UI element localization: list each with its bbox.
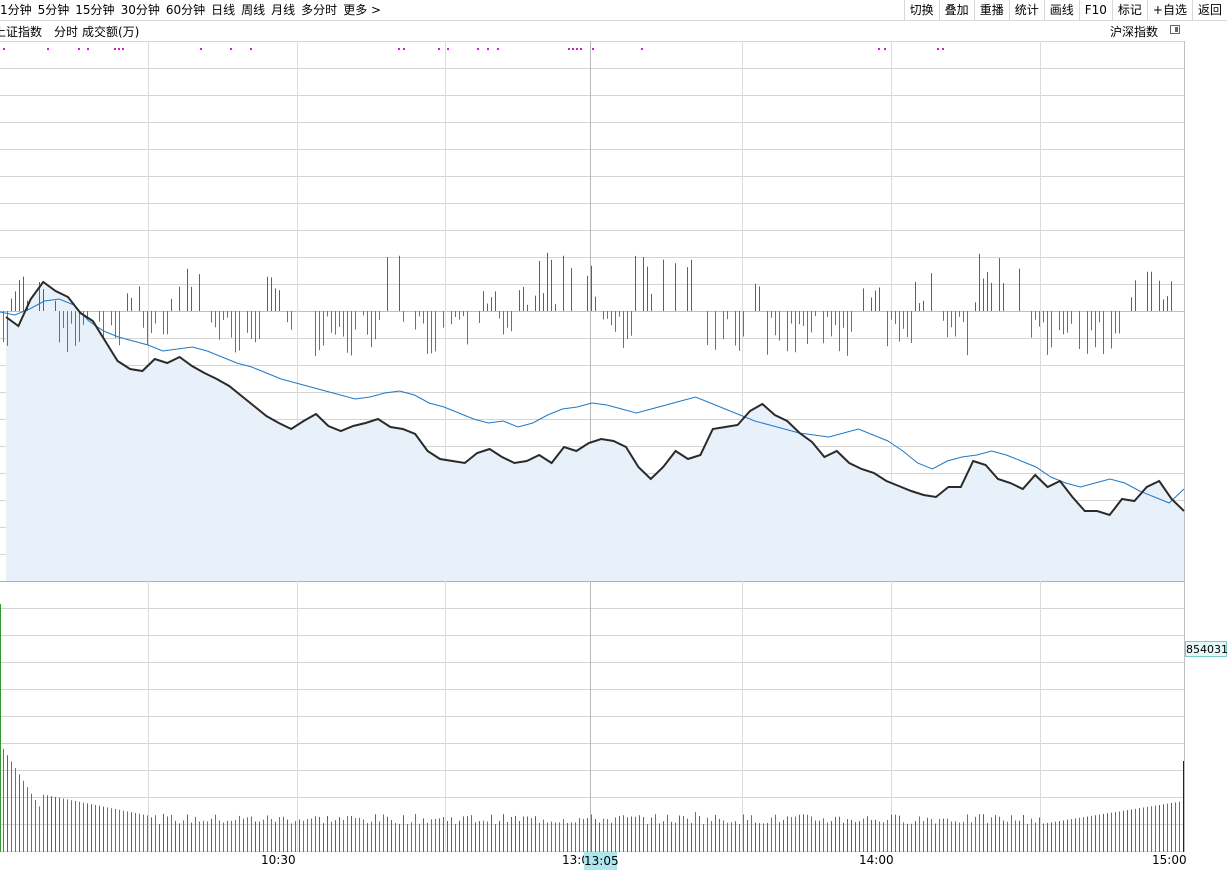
signal-dot: [576, 48, 578, 50]
signal-dots: [3, 48, 944, 50]
signal-dot: [122, 48, 124, 50]
replay-button[interactable]: 重播: [973, 0, 1009, 20]
draw-button[interactable]: 画线: [1043, 0, 1079, 20]
index-name: 上证指数: [0, 25, 43, 39]
signal-dot: [568, 48, 570, 50]
change-bars: [3, 252, 1172, 357]
signal-dot: [641, 48, 643, 50]
signal-dot: [250, 48, 252, 50]
tab-multi-period[interactable]: 多分时: [301, 3, 338, 17]
tab-weekly[interactable]: 周线: [241, 3, 266, 17]
chart-mode: 分时: [54, 25, 79, 39]
average-price-line: [0, 298, 1185, 504]
signal-dot: [403, 48, 405, 50]
tab-60min[interactable]: 60分钟: [165, 3, 206, 17]
add-watchlist-button[interactable]: +自选: [1146, 0, 1192, 20]
signal-dot: [572, 48, 574, 50]
signal-dot: [447, 48, 449, 50]
cursor-time-label: 13:05: [584, 852, 619, 870]
period-tabs: 1分钟 5分钟 15分钟 30分钟 60分钟 日线 周线 月线 多分时 更多 >: [0, 0, 385, 20]
signal-dot: [438, 48, 440, 50]
signal-dot: [3, 48, 5, 50]
tab-15min[interactable]: 15分钟: [75, 3, 115, 17]
signal-dot: [230, 48, 232, 50]
signal-dot: [878, 48, 880, 50]
signal-dot: [592, 48, 594, 50]
signal-dot: [487, 48, 489, 50]
signal-dot: [942, 48, 944, 50]
time-label-1030: 10:30: [261, 853, 296, 867]
panel-toggle-icon[interactable]: [1170, 25, 1180, 34]
signal-dot: [114, 48, 116, 50]
tab-monthly[interactable]: 月线: [271, 3, 296, 17]
tool-buttons: 切换 叠加 重播 统计 画线 F10 标记 +自选 返回: [903, 0, 1227, 20]
signal-dot: [78, 48, 80, 50]
signal-dot: [398, 48, 400, 50]
price-area-fill: [6, 282, 1184, 581]
time-label-1500: 15:00: [1152, 853, 1187, 867]
f10-button[interactable]: F10: [1078, 0, 1112, 20]
price-line: [5, 280, 1185, 517]
tab-daily[interactable]: 日线: [211, 3, 236, 17]
switch-button[interactable]: 切换: [903, 0, 939, 20]
top-toolbar: 1分钟 5分钟 15分钟 30分钟 60分钟 日线 周线 月线 多分时 更多 >…: [0, 0, 1227, 21]
signal-dot: [497, 48, 499, 50]
tab-5min[interactable]: 5分钟: [37, 3, 70, 17]
signal-dot: [580, 48, 582, 50]
market-selector[interactable]: 沪深指数: [1110, 25, 1159, 39]
mark-button[interactable]: 标记: [1111, 0, 1147, 20]
signal-dot: [47, 48, 49, 50]
tab-more[interactable]: 更多 >: [343, 3, 382, 17]
volume-readout: 854031: [1185, 641, 1227, 657]
signal-dot: [477, 48, 479, 50]
signal-dot: [200, 48, 202, 50]
volume-bars: [0, 604, 1184, 852]
time-label-1400: 14:00: [859, 853, 894, 867]
overlay-button[interactable]: 叠加: [938, 0, 974, 20]
signal-dot: [937, 48, 939, 50]
back-button[interactable]: 返回: [1191, 0, 1227, 20]
volume-label: 成交额(万): [82, 25, 140, 39]
info-bar: 上证指数 分时 成交额(万) 沪深指数: [0, 21, 1227, 40]
stats-button[interactable]: 统计: [1008, 0, 1044, 20]
tab-1min[interactable]: 1分钟: [0, 3, 32, 17]
tab-30min[interactable]: 30分钟: [120, 3, 160, 17]
signal-dot: [118, 48, 120, 50]
signal-dot: [884, 48, 886, 50]
signal-dot: [87, 48, 89, 50]
